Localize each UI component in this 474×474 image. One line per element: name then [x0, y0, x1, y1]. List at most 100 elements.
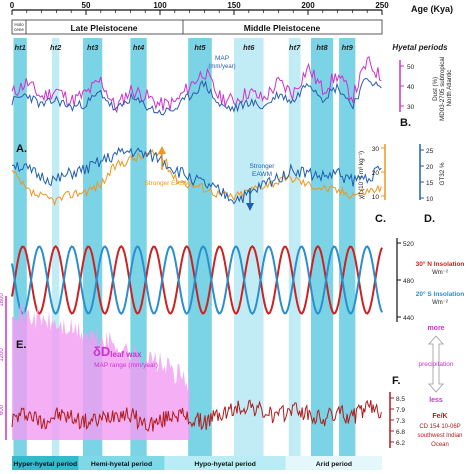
chi-tick-20: 20 — [372, 170, 380, 177]
panel-label-b: B. — [400, 117, 411, 129]
fe-k-series-line — [11, 399, 382, 432]
gt32-tick-20: 20 — [426, 164, 434, 171]
dust-tick-30: 30 — [407, 104, 415, 111]
panel-f: 8.5 7.9 7.3 6.8 6.2 F. Fe/K CD 154 10-06P so… — [11, 375, 463, 448]
bottom-period-band-2 — [78, 456, 165, 470]
panel-e: 1800 1200 600 E. δDleaf wax MAP range (mm/… — [0, 293, 190, 440]
bottom-period-band-4 — [285, 456, 382, 470]
panel-label-f: F. — [392, 375, 401, 387]
leaf-wax-area — [12, 300, 190, 440]
hyetal-bands — [13, 38, 356, 456]
panel-label-e: E. — [16, 339, 26, 351]
hyetal-label-1: ht1 — [15, 43, 26, 52]
svg-text:EAWM: EAWM — [252, 171, 272, 178]
insolation-panel: 520 480 440 30° N Insolation Wm⁻² 20° S In… — [11, 238, 465, 322]
region-label: southwest Indian — [417, 433, 462, 439]
fe-k-tick-6.8: 6.8 — [396, 429, 405, 436]
insolation-north-label: 30° N Insolation — [416, 260, 465, 268]
hyetal-band-5 — [188, 38, 212, 456]
hyetal-band-9 — [339, 38, 356, 456]
easm-label: Stronger EASM — [144, 180, 189, 187]
age-axis-label: Age (Kya) — [411, 4, 453, 14]
panel-label-d: D. — [424, 213, 435, 225]
panel-cd: A. 10 20 30 10 15 20 25 χlf (10⁻⁸ m³ kg⁻¹) GT… — [11, 143, 446, 225]
hyetal-label-5: ht5 — [194, 43, 206, 52]
fe-k-axis-title: Fe/K — [432, 413, 447, 420]
dust-series-line — [11, 55, 382, 114]
hyetal-band-8 — [310, 38, 334, 456]
age-tick-100: 100 — [153, 1, 167, 10]
bottom-period-label-3: Hypo-hyetal period — [194, 461, 256, 468]
age-tick-200: 200 — [301, 1, 315, 10]
age-tick-0: 0 — [10, 1, 15, 10]
hyetal-label-7: ht7 — [289, 43, 301, 52]
middle-pleistocene-label: Middle Pleistocene — [244, 23, 321, 33]
svg-text:cene: cene — [14, 27, 24, 32]
age-axis: 0 50 100 150 200 250 Age (Kya) — [10, 1, 453, 15]
hyetal-label-8: ht8 — [316, 43, 328, 52]
bottom-period-band-3 — [164, 456, 286, 470]
holocene-label: Holo — [14, 22, 24, 27]
chi-tick-30: 30 — [372, 146, 380, 153]
insolation-tick-440: 440 — [403, 315, 414, 322]
chi-tick-10: 10 — [372, 194, 380, 201]
svg-text:(mm/year): (mm/year) — [208, 64, 235, 70]
gt32-axis-title: GT32 % — [439, 162, 446, 185]
panel-label-c: C. — [375, 213, 386, 225]
map-range-label: MAP range (mm/year) — [94, 362, 158, 369]
fe-k-tick-7.9: 7.9 — [396, 407, 405, 414]
hyetal-label-2: ht2 — [50, 43, 62, 52]
gt32-tick-25: 25 — [426, 148, 434, 155]
panel-label-a: A. — [16, 143, 27, 155]
precipitation-arrow: more precipitation less — [418, 325, 453, 404]
leaf-wax-tick-1800: 1800 — [0, 293, 5, 307]
panel-b: 30 40 50 MAP (mm/year) Dust (%) MD03-2705 … — [11, 55, 453, 129]
dust-tick-40: 40 — [407, 84, 415, 91]
gt32-tick-15: 15 — [426, 180, 434, 187]
insolation-north-unit: Wm⁻² — [432, 270, 448, 276]
leaf-wax-tick-1200: 1200 — [0, 348, 5, 362]
less-label: less — [429, 397, 443, 404]
eawm-label: Stronger — [250, 163, 276, 170]
bottom-period-label-4: Arid period — [316, 461, 352, 468]
fe-k-tick-8.5: 8.5 — [396, 396, 405, 403]
map-label: MAP — [215, 55, 229, 62]
fe-k-tick-6.2: 6.2 — [396, 440, 405, 447]
insolation-south-unit: Wm⁻² — [432, 300, 448, 306]
insolation-south-label: 20° S Insolation — [416, 290, 465, 298]
core-label: CD 154 10-06P — [419, 424, 460, 430]
hyetal-label-9: ht9 — [342, 43, 354, 52]
insolation-north-line — [11, 245, 383, 315]
precipitation-label: precipitation — [418, 361, 453, 368]
age-tick-150: 150 — [227, 1, 241, 10]
epoch-row: Holo cene Late Pleistocene Middle Pleist… — [11, 19, 383, 35]
gt32-tick-10: 10 — [426, 196, 434, 203]
insolation-tick-480: 480 — [403, 278, 414, 285]
bottom-period-labels: Hyper-hyetal period Hemi-hyetal period Hyp… — [13, 461, 352, 468]
map-series-line — [11, 77, 382, 116]
age-tick-50: 50 — [82, 1, 91, 10]
hyetal-label-6: ht6 — [243, 43, 255, 52]
insolation-tick-520: 520 — [403, 241, 414, 248]
dust-axis-title: Dust (%) MD03-2705 subtropical North Atl… — [432, 55, 453, 121]
hyetal-label-4: ht4 — [133, 43, 145, 52]
bottom-period-label-2: Hemi-hyetal period — [91, 461, 152, 468]
more-label: more — [427, 325, 444, 332]
hyetal-title: Hyetal periods — [392, 43, 448, 52]
chi-series-line — [11, 149, 382, 207]
age-tick-250: 250 — [375, 1, 389, 10]
delta-label: δDleaf wax — [93, 344, 142, 359]
fe-k-tick-7.3: 7.3 — [396, 418, 405, 425]
bottom-period-label-1: Hyper-hyetal period — [13, 461, 77, 468]
dust-tick-50: 50 — [407, 64, 415, 71]
hyetal-labels: ht1 ht2 ht3 ht4 ht5 ht6 ht7 ht8 ht9 — [15, 43, 354, 52]
bottom-period-band-1 — [12, 456, 79, 470]
hyetal-band-6 — [234, 38, 264, 456]
late-pleistocene-label: Late Pleistocene — [70, 23, 137, 33]
chi-axis-title: χlf (10⁻⁸ m³ kg⁻¹) — [358, 151, 365, 199]
leaf-wax-tick-600: 600 — [0, 404, 5, 415]
gt32-series-line — [11, 146, 382, 205]
insolation-south-line — [11, 245, 383, 315]
hyetal-band-7 — [288, 38, 301, 456]
